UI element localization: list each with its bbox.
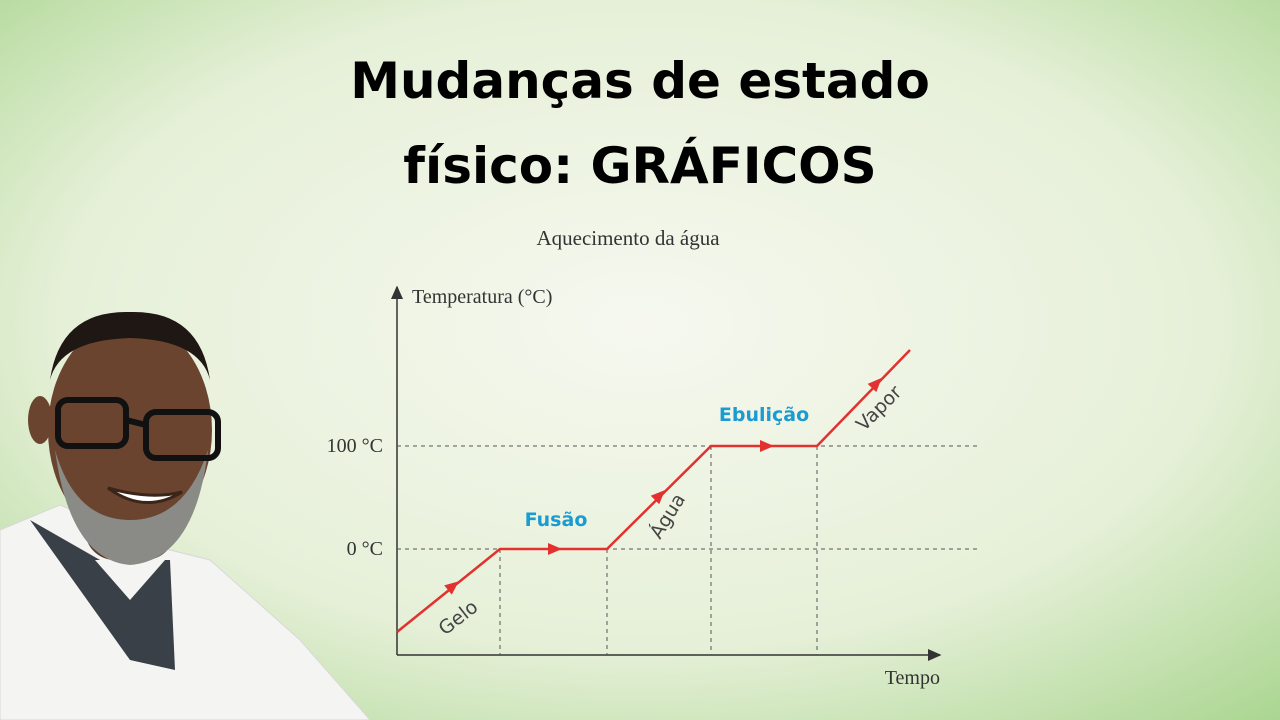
x-axis-label: Tempo [885, 667, 940, 689]
phase-label: Fusão [525, 509, 588, 531]
level-label: 0 °C [347, 538, 383, 560]
level-label: 100 °C [327, 435, 383, 457]
diagram-title: Aquecimento da água [536, 226, 720, 250]
phase-label: Ebulição [719, 404, 809, 426]
title-line: físico: GRÁFICOS [403, 136, 876, 195]
y-axis-label: Temperatura (°C) [412, 286, 552, 308]
title-line: Mudanças de estado [350, 52, 930, 110]
curve-arrows [444, 377, 882, 595]
presenter [0, 311, 371, 720]
guides [397, 445, 978, 655]
axes [391, 285, 942, 661]
